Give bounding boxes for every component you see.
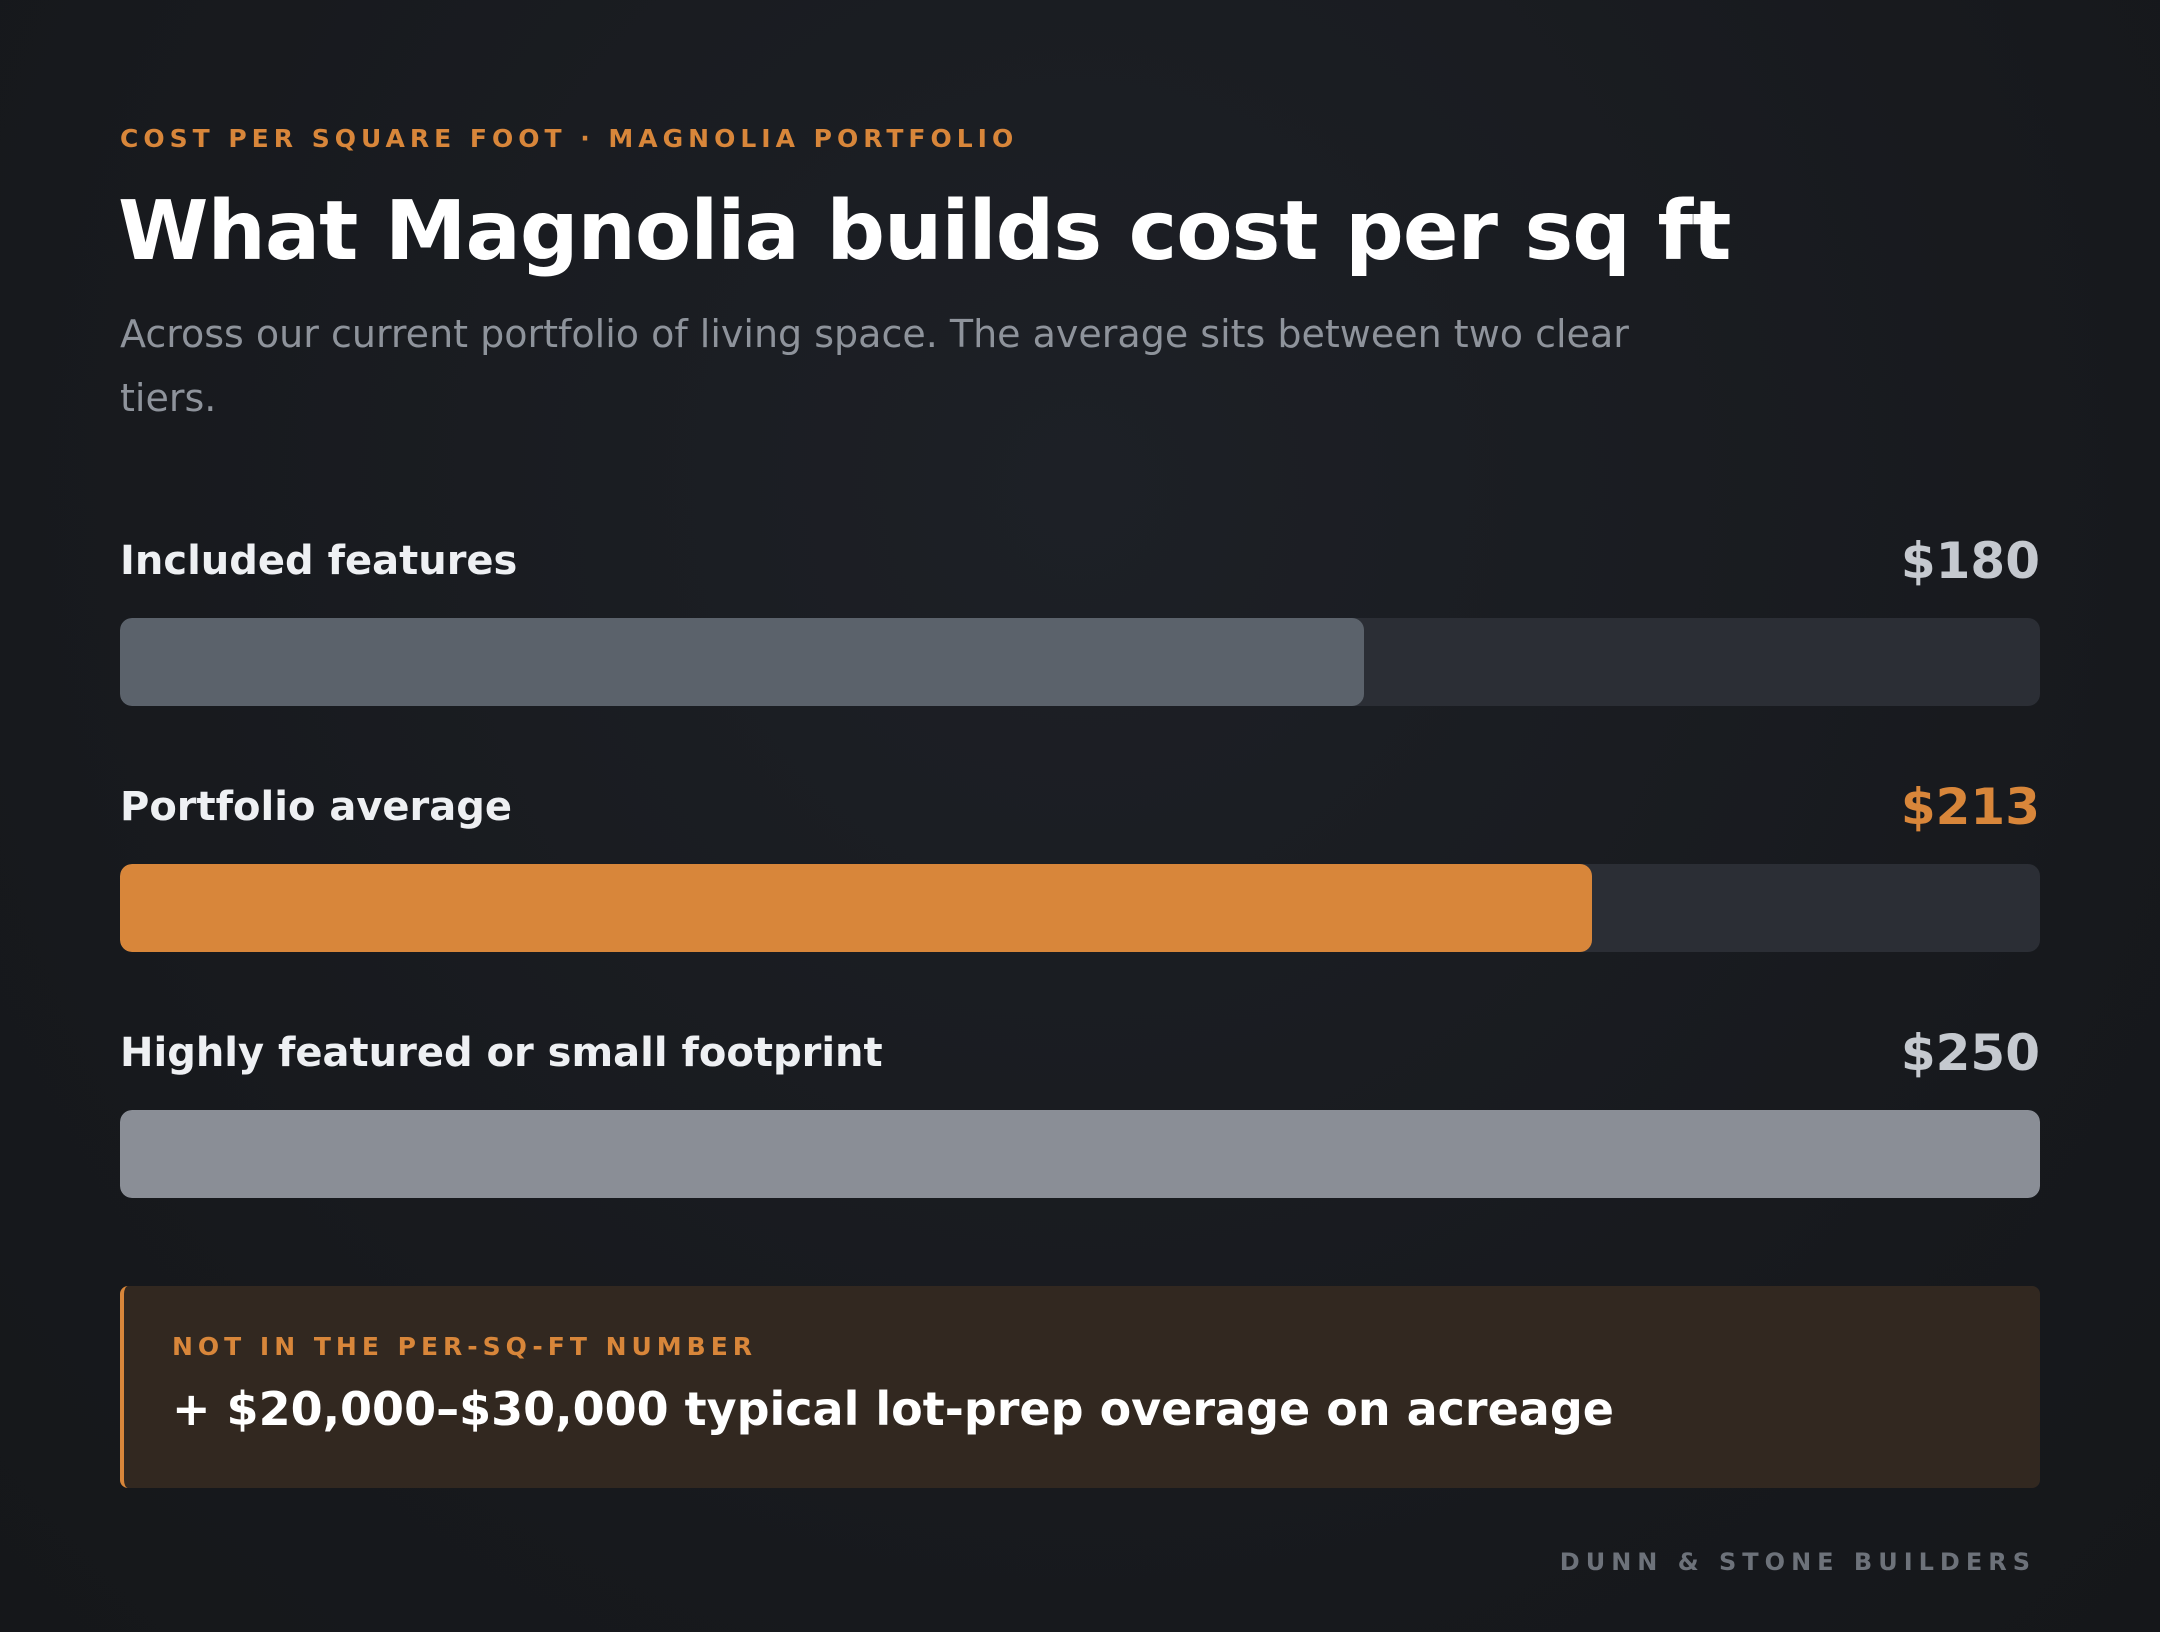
- bar-fill: [120, 618, 1364, 706]
- bar-label: Included features: [120, 538, 518, 584]
- note-text: + $20,000–$30,000 typical lot-prep overa…: [172, 1382, 1614, 1436]
- bar-label: Highly featured or small footprint: [120, 1030, 883, 1076]
- bar-track: [120, 1110, 2040, 1198]
- footer-brand: DUNN & STONE BUILDERS: [1559, 1548, 2036, 1576]
- page-subtitle: Across our current portfolio of living s…: [120, 312, 1629, 420]
- bar-value-label: $213: [1900, 778, 2040, 836]
- bar-fill: [120, 864, 1592, 952]
- bar-value-label: $250: [1900, 1024, 2040, 1082]
- bar-label: Portfolio average: [120, 784, 513, 830]
- eyebrow-label: COST PER SQUARE FOOT · MAGNOLIA PORTFOLI…: [120, 124, 1019, 153]
- note-label: NOT IN THE PER-SQ-FT NUMBER: [172, 1332, 758, 1361]
- lot-prep-note: NOT IN THE PER-SQ-FT NUMBER + $20,000–$3…: [120, 1286, 2040, 1488]
- bar-value-label: $180: [1900, 532, 2040, 590]
- bar-fill: [120, 1110, 2040, 1198]
- page-title: What Magnolia builds cost per sq ft: [118, 184, 1731, 279]
- bar-track: [120, 864, 2040, 952]
- bar-track: [120, 618, 2040, 706]
